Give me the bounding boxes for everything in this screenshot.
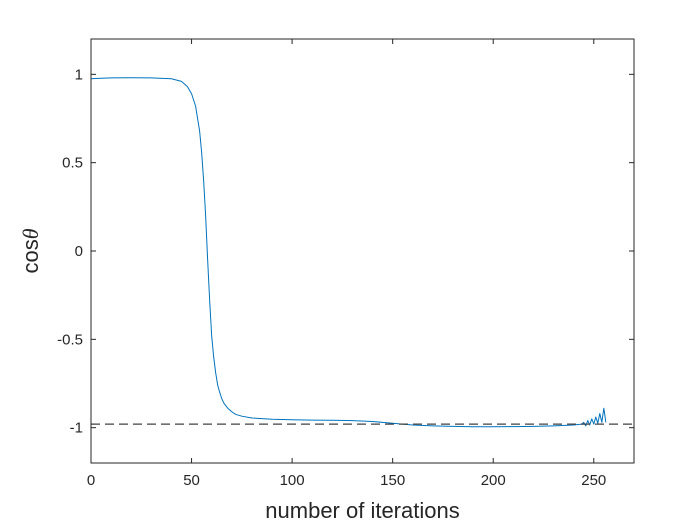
x-tick-label: 250	[581, 472, 606, 489]
plot-area	[91, 39, 634, 463]
y-tick-label: 0	[75, 243, 83, 260]
y-tick-label: 1	[75, 66, 83, 83]
plot-frame	[90, 38, 635, 464]
x-tick-label: 50	[183, 472, 200, 489]
x-tick-label: 150	[380, 472, 405, 489]
x-tick-label: 100	[280, 472, 305, 489]
y-tick-label: -1	[70, 420, 83, 437]
y-axis-title-prefix: cos	[18, 239, 43, 273]
y-tick-label: 0.5	[62, 155, 83, 172]
series-layer	[90, 77, 634, 428]
ticks-layer: 0 50 100 150 200 250 1 0.5 0 -0.5 -1	[57, 39, 634, 489]
y-axis-title-symbol: θ	[18, 228, 43, 239]
x-tick-label: 0	[87, 472, 95, 489]
x-tick-label: 200	[481, 472, 506, 489]
y-tick-label: -0.5	[57, 331, 83, 348]
cos-theta-series-line	[90, 77, 607, 428]
x-axis-title: number of iterations	[265, 498, 459, 523]
y-axis-title: cosθ	[18, 228, 43, 273]
